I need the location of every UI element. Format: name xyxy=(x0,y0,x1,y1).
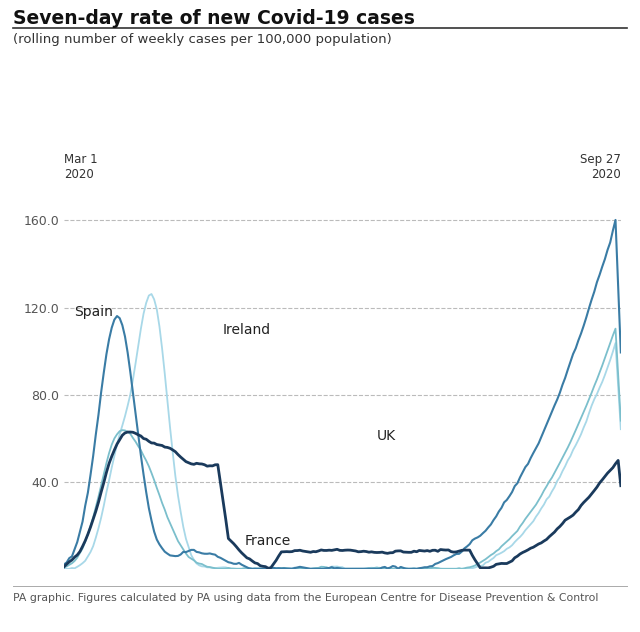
Text: France: France xyxy=(244,534,291,548)
Text: Mar 1
2020: Mar 1 2020 xyxy=(64,154,98,181)
Text: Seven-day rate of new Covid-19 cases: Seven-day rate of new Covid-19 cases xyxy=(13,9,415,28)
Text: Ireland: Ireland xyxy=(223,323,271,337)
Text: (rolling number of weekly cases per 100,000 population): (rolling number of weekly cases per 100,… xyxy=(13,33,392,46)
Text: Spain: Spain xyxy=(75,305,113,319)
Text: PA graphic. Figures calculated by PA using data from the European Centre for Dis: PA graphic. Figures calculated by PA usi… xyxy=(13,593,598,603)
Text: Sep 27
2020: Sep 27 2020 xyxy=(580,154,621,181)
Text: UK: UK xyxy=(377,429,396,444)
